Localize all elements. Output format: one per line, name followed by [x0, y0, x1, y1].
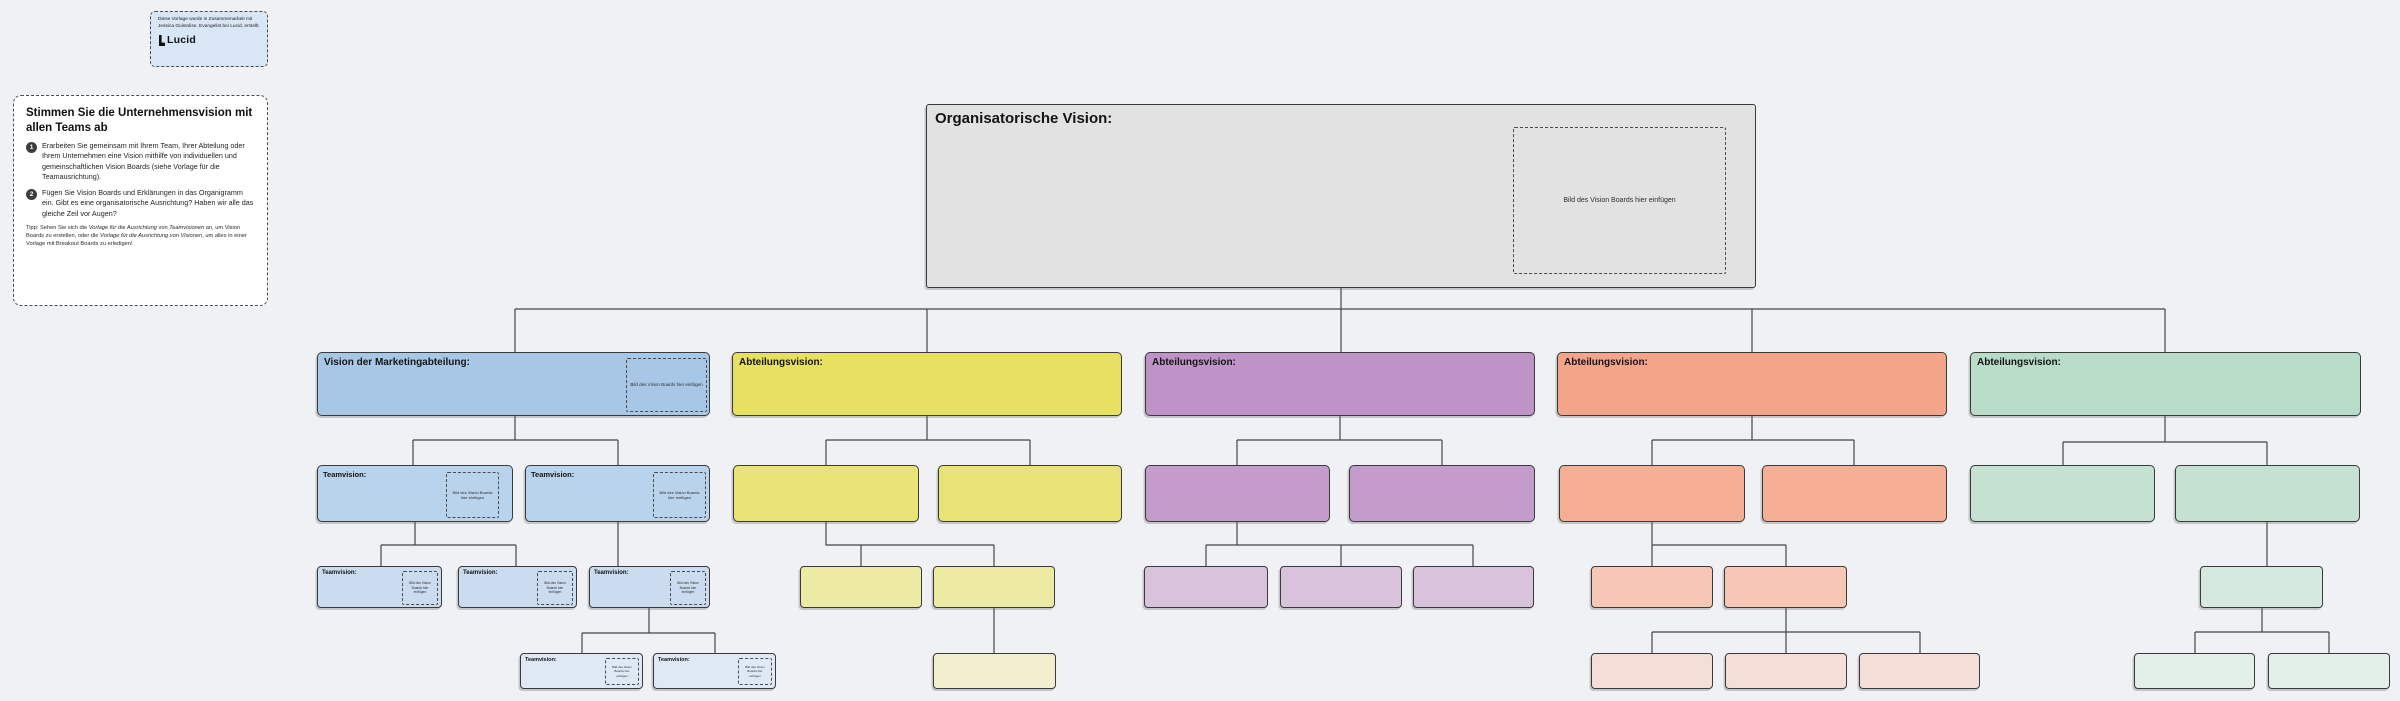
teamvision-box-l3[interactable]: Teamvision: Bild des Vision Boards hier … [589, 566, 710, 608]
teamvision-box-l2[interactable]: Teamvision: Bild des Vision Boards hier … [525, 465, 710, 522]
instructions-panel[interactable]: Stimmen Sie die Unternehmensvision mit a… [13, 95, 268, 306]
image-placeholder[interactable]: Bild des Vision Boards hier einfügen [626, 358, 707, 412]
sub-team-box-l2[interactable] [733, 465, 919, 522]
sub-team-box-l3[interactable] [1280, 566, 1402, 608]
box-label: Teamvision: [322, 570, 357, 576]
sub-team-box-l3[interactable] [1413, 566, 1534, 608]
box-label: Teamvision: [323, 470, 367, 479]
image-placeholder[interactable]: Bild des Vision Boards hier einfügen [446, 472, 499, 518]
sub-team-box-l3[interactable] [800, 566, 922, 608]
step-2-text: Fügen Sie Vision Boards und Erklärungen … [42, 187, 254, 218]
image-placeholder[interactable]: Bild des Vision Boards hier einfügen [605, 658, 639, 685]
lucid-logo-text: Lucid [167, 34, 196, 47]
sub-team-box-l4[interactable] [933, 653, 1056, 689]
step-1-badge: 1 [26, 141, 37, 153]
sub-team-box-l2[interactable] [1349, 465, 1535, 522]
box-label: Teamvision: [594, 570, 629, 576]
image-placeholder[interactable]: Bild des Vision Boards hier einfügen [402, 571, 438, 605]
dept-vision-header-box[interactable]: Abteilungsvision: [1145, 352, 1535, 416]
template-credit-box[interactable]: Diese Vorlage wurde in Zusammenarbeit mi… [150, 11, 268, 67]
box-label: Vision der Marketingabteilung: [324, 357, 470, 368]
teamvision-box-l2[interactable]: Teamvision: Bild des Vision Boards hier … [317, 465, 513, 522]
sub-team-box-l4[interactable] [2268, 653, 2390, 689]
teamvision-box-l3[interactable]: Teamvision: Bild des Vision Boards hier … [458, 566, 577, 608]
box-label: Abteilungsvision: [1152, 357, 1236, 368]
step-1-text: Erarbeiten Sie gemeinsam mit Ihrem Team,… [42, 140, 245, 182]
image-placeholder[interactable]: Bild des Vision Boards hier einfügen [670, 571, 706, 605]
box-label: Abteilungsvision: [1977, 357, 2061, 368]
teamvision-box-l4[interactable]: Teamvision: Bild des Vision Boards hier … [520, 653, 643, 689]
image-placeholder[interactable]: Bild des Vision Boards hier einfügen [537, 571, 573, 605]
box-label: Teamvision: [658, 657, 690, 663]
org-vision-title: Organisatorische Vision: [935, 110, 1113, 127]
box-label: Teamvision: [525, 657, 557, 663]
sub-team-box-l2[interactable] [1559, 465, 1745, 522]
sub-team-box-l2[interactable] [1762, 465, 1947, 522]
org-vision-root-box[interactable]: Organisatorische Vision: Bild des Vision… [926, 104, 1756, 288]
image-placeholder[interactable]: Bild des Vision Boards hier einfügen [738, 658, 772, 685]
sub-team-box-l3[interactable] [2200, 566, 2323, 608]
lucid-logo-icon [159, 34, 165, 46]
lucid-logo: Lucid [158, 34, 261, 46]
instruction-step-1: 1 Erarbeiten Sie gemeinsam mit Ihrem Tea… [26, 141, 255, 183]
sub-team-box-l4[interactable] [2134, 653, 2255, 689]
box-label: Teamvision: [531, 470, 575, 479]
instructions-title: Stimmen Sie die Unternehmensvision mit a… [26, 107, 253, 134]
sub-team-box-l2[interactable] [2175, 465, 2360, 522]
box-label: Teamvision: [463, 570, 498, 576]
sub-team-box-l4[interactable] [1725, 653, 1847, 689]
step-2-badge: 2 [26, 188, 37, 200]
image-placeholder[interactable]: Bild des Vision Boards hier einfügen [653, 472, 706, 518]
tip-text: Tipp: Sehen Sie sich die Vorlage für die… [26, 224, 247, 248]
box-label: Abteilungsvision: [739, 357, 823, 368]
marketing-vision-header-box[interactable]: Vision der Marketingabteilung: Bild des … [317, 352, 710, 416]
dept-vision-header-box[interactable]: Abteilungsvision: [1557, 352, 1947, 416]
sub-team-box-l2[interactable] [1145, 465, 1330, 522]
sub-team-box-l3[interactable] [933, 566, 1055, 608]
sub-team-box-l4[interactable] [1859, 653, 1980, 689]
sub-team-box-l3[interactable] [1724, 566, 1847, 608]
credit-text: Diese Vorlage wurde in Zusammenarbeit mi… [158, 17, 260, 29]
instruction-step-2: 2 Fügen Sie Vision Boards und Erklärunge… [26, 188, 255, 219]
teamvision-box-l3[interactable]: Teamvision: Bild des Vision Boards hier … [317, 566, 442, 608]
sub-team-box-l3[interactable] [1144, 566, 1268, 608]
dept-vision-header-box[interactable]: Abteilungsvision: [1970, 352, 2361, 416]
teamvision-box-l4[interactable]: Teamvision: Bild des Vision Boards hier … [653, 653, 776, 689]
sub-team-box-l3[interactable] [1591, 566, 1713, 608]
dept-vision-header-box[interactable]: Abteilungsvision: [732, 352, 1122, 416]
sub-team-box-l2[interactable] [1970, 465, 2155, 522]
image-placeholder[interactable]: Bild des Vision Boards hier einfügen [1513, 127, 1726, 274]
box-label: Abteilungsvision: [1564, 357, 1648, 368]
sub-team-box-l4[interactable] [1591, 653, 1713, 689]
sub-team-box-l2[interactable] [938, 465, 1122, 522]
